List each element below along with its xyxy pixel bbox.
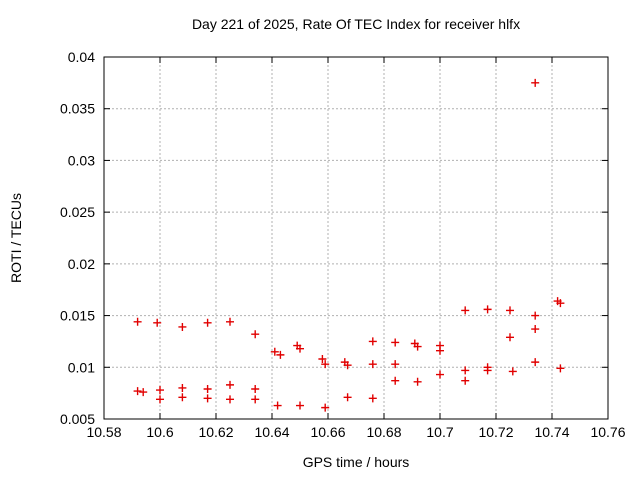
data-point-marker (506, 306, 514, 315)
y-tick-label: 0.02 (68, 256, 95, 272)
data-point-marker (251, 395, 260, 404)
y-tick-label: 0.005 (60, 411, 95, 427)
data-point-marker (436, 370, 444, 379)
y-tick-label: 0.04 (68, 49, 95, 65)
y-tick-label: 0.01 (68, 359, 95, 375)
data-point-marker (178, 393, 187, 402)
data-point-marker (273, 401, 282, 410)
data-point-marker (156, 395, 164, 404)
y-tick-label: 0.015 (60, 308, 95, 324)
data-point-marker (251, 330, 260, 339)
data-point-marker (483, 366, 492, 375)
plot-border (103, 56, 609, 420)
data-point-marker (296, 344, 304, 353)
x-tick-label: 10.64 (254, 424, 289, 440)
data-point-marker (203, 394, 212, 403)
data-point-marker (343, 361, 352, 370)
data-point-marker (178, 322, 187, 331)
data-point-marker (133, 317, 142, 326)
data-point-marker (531, 325, 540, 334)
data-point-marker (508, 367, 517, 376)
data-point-marker (461, 366, 470, 375)
x-tick-label: 10.68 (366, 424, 401, 440)
chart-title: Day 221 of 2025, Rate Of TEC Index for r… (191, 16, 521, 32)
data-point-marker (531, 358, 540, 367)
data-point-marker (133, 387, 142, 396)
y-tick-label: 0.025 (60, 204, 95, 220)
data-point-marker (368, 360, 377, 369)
data-point-marker (139, 388, 148, 397)
x-tick-label: 10.62 (198, 424, 233, 440)
data-point-marker (321, 360, 330, 369)
data-point-marker (556, 299, 565, 308)
data-point-marker (156, 386, 164, 395)
data-point-marker (531, 78, 540, 87)
x-tick-label: 10.76 (590, 424, 625, 440)
data-point-marker (178, 383, 187, 392)
x-tick-label: 10.74 (534, 424, 569, 440)
data-point-marker (203, 318, 212, 327)
x-tick-label: 10.66 (310, 424, 345, 440)
data-point-marker (391, 360, 400, 369)
x-tick-label: 10.7 (426, 424, 453, 440)
x-axis-label: GPS time / hours (302, 454, 410, 470)
data-point-marker (506, 333, 514, 342)
data-point-marker (556, 364, 565, 373)
data-point-marker (321, 403, 330, 412)
data-point-marker (413, 342, 422, 351)
data-point-marker (461, 306, 470, 315)
data-point-marker (391, 338, 400, 347)
data-point-marker (276, 350, 285, 359)
data-point-marker (343, 393, 352, 402)
data-point-marker (318, 355, 327, 364)
data-point-marker (226, 380, 234, 389)
data-point-marker (226, 317, 234, 326)
data-point-marker (368, 337, 377, 346)
data-point-marker (251, 385, 260, 394)
data-point-marker (461, 376, 470, 385)
x-tick-label: 10.72 (478, 424, 513, 440)
x-tick-label: 10.6 (146, 424, 173, 440)
data-point-marker (226, 395, 234, 404)
data-point-marker (203, 385, 212, 394)
data-point-marker (436, 346, 444, 355)
x-tick-label: 10.58 (86, 424, 121, 440)
data-point-marker (368, 394, 377, 403)
y-tick-label: 0.035 (60, 101, 95, 117)
data-point-marker (153, 318, 162, 327)
data-point-marker (531, 311, 540, 320)
data-point-marker (391, 376, 400, 385)
data-point-marker (483, 305, 492, 314)
data-point-marker (413, 377, 422, 386)
data-point-marker (270, 347, 279, 356)
y-tick-label: 0.03 (68, 152, 95, 168)
data-point-marker (296, 401, 304, 410)
